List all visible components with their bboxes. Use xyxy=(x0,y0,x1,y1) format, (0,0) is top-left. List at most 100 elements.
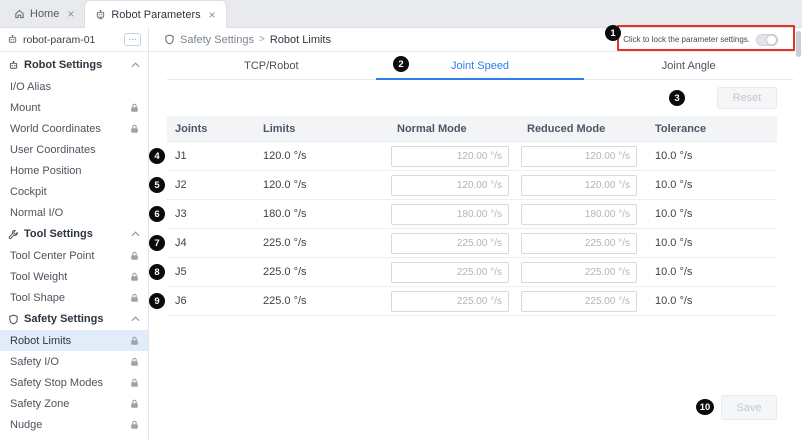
sidebar-item-tool-shape[interactable]: Tool Shape xyxy=(0,287,148,308)
column-header-normal-mode: Normal Mode xyxy=(389,123,519,135)
column-header-joints: Joints xyxy=(167,123,255,135)
annotation-marker-1: 1 xyxy=(605,25,621,41)
section-safety-settings[interactable]: Safety Settings xyxy=(0,308,148,330)
sidebar-item-nudge[interactable]: Nudge xyxy=(0,414,148,435)
breadcrumb-separator: > xyxy=(259,34,265,45)
j3-reduced-mode-input[interactable] xyxy=(521,204,637,225)
section-robot-settings[interactable]: Robot Settings xyxy=(0,54,148,76)
more-button[interactable]: ⋯ xyxy=(124,33,141,46)
joint-limit: 120.0 °/s xyxy=(255,179,389,191)
window-tab-bar: Home × Robot Parameters × xyxy=(0,0,802,28)
section-label: Tool Settings xyxy=(24,228,93,240)
joint-name: J6 xyxy=(167,295,255,307)
tab-joint-angle[interactable]: Joint Angle xyxy=(584,54,793,80)
tab-label: Home xyxy=(30,8,59,20)
annotation-marker-5: 5 xyxy=(149,177,165,193)
j2-reduced-mode-input[interactable] xyxy=(521,175,637,196)
robot-limits-content: TCP/Robot Joint Speed Joint Angle Reset … xyxy=(149,52,802,441)
tab-label: Joint Angle xyxy=(662,60,716,72)
annotation-marker-6: 6 xyxy=(149,206,165,222)
j4-normal-mode-input[interactable] xyxy=(391,233,509,254)
section-label: Safety Settings xyxy=(24,313,103,325)
scrollbar-thumb[interactable] xyxy=(796,31,801,57)
sidebar-item-safety-stop-modes[interactable]: Safety Stop Modes xyxy=(0,372,148,393)
lock-icon xyxy=(130,272,139,282)
sidebar-item-tool-weight[interactable]: Tool Weight xyxy=(0,266,148,287)
reset-row: Reset xyxy=(167,80,777,116)
annotation-marker-4: 4 xyxy=(149,148,165,164)
wrench-icon xyxy=(8,229,19,240)
annotation-marker-9: 9 xyxy=(149,293,165,309)
joint-tolerance: 10.0 °/s xyxy=(647,179,777,191)
joint-name: J4 xyxy=(167,237,255,249)
close-icon[interactable]: × xyxy=(67,8,74,20)
section-tool-settings[interactable]: Tool Settings xyxy=(0,223,148,245)
joint-name: J3 xyxy=(167,208,255,220)
item-label: Tool Shape xyxy=(10,292,65,304)
joint-name: J1 xyxy=(167,150,255,162)
tab-robot-parameters[interactable]: Robot Parameters × xyxy=(84,0,226,28)
j5-normal-mode-input[interactable] xyxy=(391,262,509,283)
table-row-j6: J6 225.0 °/s 10.0 °/s xyxy=(167,287,777,316)
joint-limit: 225.0 °/s xyxy=(255,237,389,249)
lock-icon xyxy=(130,251,139,261)
breadcrumb-current: Robot Limits xyxy=(270,34,331,46)
sidebar-item-cockpit[interactable]: Cockpit xyxy=(0,181,148,202)
j5-reduced-mode-input[interactable] xyxy=(521,262,637,283)
joint-speed-table: Joints Limits Normal Mode Reduced Mode T… xyxy=(167,116,777,316)
sidebar-item-home-position[interactable]: Home Position xyxy=(0,160,148,181)
item-label: Home Position xyxy=(10,165,82,177)
table-header: Joints Limits Normal Mode Reduced Mode T… xyxy=(167,116,777,142)
sidebar-item-io-alias[interactable]: I/O Alias xyxy=(0,76,148,97)
lock-banner-text: Click to lock the parameter settings. xyxy=(623,35,750,44)
scrollbar[interactable] xyxy=(796,28,802,441)
chevron-up-icon xyxy=(131,62,140,68)
sidebar-item-tool-center-point[interactable]: Tool Center Point xyxy=(0,245,148,266)
item-label: Nudge xyxy=(10,419,42,431)
joint-limit: 225.0 °/s xyxy=(255,266,389,278)
lock-icon xyxy=(130,378,139,388)
j1-reduced-mode-input[interactable] xyxy=(521,146,637,167)
sidebar-item-robot-limits[interactable]: Robot Limits xyxy=(0,330,148,351)
sidebar-item-world-coordinates[interactable]: World Coordinates xyxy=(0,118,148,139)
lock-toggle[interactable] xyxy=(756,34,778,46)
sidebar-item-user-coordinates[interactable]: User Coordinates xyxy=(0,139,148,160)
item-label: World Coordinates xyxy=(10,123,101,135)
close-icon[interactable]: × xyxy=(209,9,216,21)
table-row-j4: J4 225.0 °/s 10.0 °/s xyxy=(167,229,777,258)
joint-tolerance: 10.0 °/s xyxy=(647,150,777,162)
sidebar-nav: Robot Settings I/O Alias Mount World Coo… xyxy=(0,52,148,435)
reset-button[interactable]: Reset xyxy=(717,87,777,109)
joint-tolerance: 10.0 °/s xyxy=(647,295,777,307)
tab-tcp-robot[interactable]: TCP/Robot xyxy=(167,54,376,80)
tab-home[interactable]: Home × xyxy=(4,0,84,27)
lock-icon xyxy=(130,420,139,430)
j2-normal-mode-input[interactable] xyxy=(391,175,509,196)
lock-icon xyxy=(130,293,139,303)
annotation-marker-8: 8 xyxy=(149,264,165,280)
sidebar-item-safety-io[interactable]: Safety I/O xyxy=(0,351,148,372)
tab-label: TCP/Robot xyxy=(244,60,298,72)
toggle-knob xyxy=(767,35,776,44)
sidebar-item-safety-zone[interactable]: Safety Zone xyxy=(0,393,148,414)
joint-name: J5 xyxy=(167,266,255,278)
j1-normal-mode-input[interactable] xyxy=(391,146,509,167)
joint-limit: 180.0 °/s xyxy=(255,208,389,220)
save-button[interactable]: Save xyxy=(721,395,777,420)
joint-name: J2 xyxy=(167,179,255,191)
j4-reduced-mode-input[interactable] xyxy=(521,233,637,254)
parameter-set-name: robot-param-01 xyxy=(23,34,95,46)
j6-reduced-mode-input[interactable] xyxy=(521,291,637,312)
shield-icon xyxy=(164,34,175,45)
lock-icon xyxy=(130,103,139,113)
sidebar-item-mount[interactable]: Mount xyxy=(0,97,148,118)
table-row-j2: J2 120.0 °/s 10.0 °/s xyxy=(167,171,777,200)
sidebar-item-normal-io[interactable]: Normal I/O xyxy=(0,202,148,223)
robot-icon xyxy=(7,34,18,45)
app-window: Home × Robot Parameters × robot-param-01… xyxy=(0,0,802,441)
section-label: Robot Settings xyxy=(24,59,102,71)
j3-normal-mode-input[interactable] xyxy=(391,204,509,225)
tab-label: Joint Speed xyxy=(451,60,509,72)
breadcrumb-section[interactable]: Safety Settings xyxy=(180,34,254,46)
j6-normal-mode-input[interactable] xyxy=(391,291,509,312)
